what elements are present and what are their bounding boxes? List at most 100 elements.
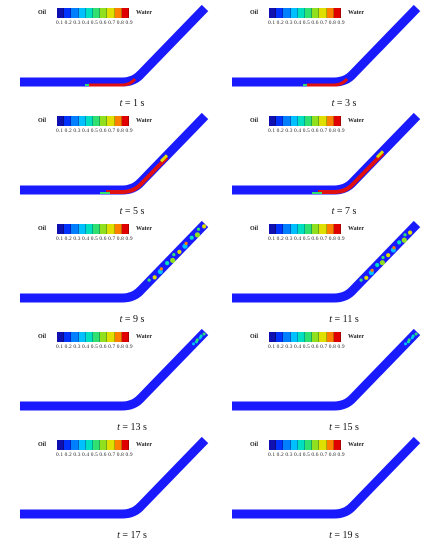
mixing-blob xyxy=(195,338,199,342)
colorbar-swatch xyxy=(269,8,277,18)
legend-water-label: Water xyxy=(136,118,152,124)
legend-oil-label: Oil xyxy=(250,442,259,448)
pipe-body xyxy=(20,5,209,87)
panel-t15s: Oil Water 0.1 0.2 0.3 0.4 0.5 0.6 0.7 0.8 … xyxy=(222,329,438,436)
colorbar-swatch xyxy=(326,8,334,18)
time-symbol: t xyxy=(117,530,120,541)
colorbar-swatch xyxy=(269,224,277,234)
legend-ticks: 0.1 0.2 0.3 0.4 0.5 0.6 0.7 0.8 0.9 xyxy=(56,452,133,458)
colorbar-swatch xyxy=(78,332,86,342)
panel-t1s: Oil Water 0.1 0.2 0.3 0.4 0.5 0.6 0.7 0.8 … xyxy=(10,5,226,112)
colorbar-swatch xyxy=(114,332,122,342)
colorbar-swatch xyxy=(297,116,306,126)
colorbar-swatch xyxy=(297,224,306,234)
colorbar-swatch xyxy=(290,8,298,18)
colorbar-swatch xyxy=(121,8,130,18)
colorbar-swatch xyxy=(290,440,298,450)
colorbar-swatch xyxy=(121,332,130,342)
colorbar-swatch xyxy=(276,440,284,450)
mixing-blob xyxy=(359,278,363,282)
colorbar-swatch xyxy=(57,332,65,342)
legend-colorbar xyxy=(57,224,130,234)
mixing-blob xyxy=(194,232,200,238)
colorbar-swatch xyxy=(312,8,320,18)
pipe-body xyxy=(232,113,421,195)
interface-band xyxy=(375,150,385,159)
legend-colorbar xyxy=(57,332,130,342)
pipe-contour-plot xyxy=(20,221,209,303)
colorbar-swatch xyxy=(93,8,101,18)
colorbar-swatch xyxy=(305,224,313,234)
colorbar-swatch xyxy=(305,440,313,450)
time-value: = 13 s xyxy=(119,422,147,433)
colorbar-swatch xyxy=(269,332,277,342)
legend-ticks: 0.1 0.2 0.3 0.4 0.5 0.6 0.7 0.8 0.9 xyxy=(268,236,345,242)
legend-oil-label: Oil xyxy=(38,226,47,232)
time-value: = 15 s xyxy=(331,422,359,433)
pipe-body xyxy=(20,437,209,519)
colorbar-swatch xyxy=(64,8,72,18)
time-value: = 17 s xyxy=(119,530,147,541)
colorbar-swatch xyxy=(276,8,284,18)
legend-water-label: Water xyxy=(348,10,364,16)
mixing-blob xyxy=(407,338,411,342)
mixing-blob xyxy=(404,342,407,346)
mixing-blob xyxy=(392,246,396,250)
mixing-blob xyxy=(375,262,380,268)
colorbar-swatch xyxy=(107,440,115,450)
mixing-blob xyxy=(172,253,176,257)
legend-oil-label: Oil xyxy=(250,118,259,124)
colorbar-swatch xyxy=(78,8,86,18)
colorbar-swatch xyxy=(64,440,72,450)
colorbar-swatch xyxy=(114,440,122,450)
legend-water-label: Water xyxy=(348,226,364,232)
colorbar-swatch xyxy=(57,224,65,234)
colorbar-swatch xyxy=(100,116,108,126)
colorbar-swatch xyxy=(114,224,122,234)
colorbar-swatch xyxy=(326,332,334,342)
colorbar-swatch xyxy=(269,440,277,450)
legend-ticks: 0.1 0.2 0.3 0.4 0.5 0.6 0.7 0.8 0.9 xyxy=(268,20,345,26)
pipe-body xyxy=(20,221,209,303)
pipe-contour-plot xyxy=(232,5,421,87)
colorbar-swatch xyxy=(107,8,115,18)
time-symbol: t xyxy=(329,422,332,433)
legend-oil-label: Oil xyxy=(38,334,47,340)
legend-colorbar xyxy=(269,8,342,18)
legend-ticks: 0.1 0.2 0.3 0.4 0.5 0.6 0.7 0.8 0.9 xyxy=(268,128,345,134)
colorbar-swatch xyxy=(107,116,115,126)
colorbar-swatch xyxy=(326,440,334,450)
time-caption: t = 5 s xyxy=(92,206,172,217)
mixing-blob xyxy=(159,267,163,271)
legend-colorbar xyxy=(57,116,130,126)
time-value: = 11 s xyxy=(332,314,359,325)
colorbar-swatch xyxy=(121,116,130,126)
colorbar-swatch xyxy=(107,224,115,234)
time-value: = 1 s xyxy=(122,98,145,109)
colorbar-swatch xyxy=(107,332,115,342)
panel-t19s: Oil Water 0.1 0.2 0.3 0.4 0.5 0.6 0.7 0.8 … xyxy=(222,437,438,544)
colorbar-swatch xyxy=(85,440,94,450)
legend-ticks: 0.1 0.2 0.3 0.4 0.5 0.6 0.7 0.8 0.9 xyxy=(56,128,133,134)
legend-oil-label: Oil xyxy=(250,226,259,232)
time-caption: t = 19 s xyxy=(304,530,384,541)
interface-band xyxy=(159,154,169,163)
colorbar-swatch xyxy=(114,8,122,18)
legend-oil-label: Oil xyxy=(250,334,259,340)
colorbar-swatch xyxy=(305,332,313,342)
colorbar-swatch xyxy=(85,332,94,342)
mixing-blob xyxy=(165,261,170,266)
mixing-blob xyxy=(379,260,385,266)
colorbar-swatch xyxy=(283,440,291,450)
colorbar-swatch xyxy=(312,332,320,342)
legend-colorbar xyxy=(57,440,130,450)
legend-ticks: 0.1 0.2 0.3 0.4 0.5 0.6 0.7 0.8 0.9 xyxy=(56,344,133,350)
mixing-blob xyxy=(414,332,418,336)
legend-water-label: Water xyxy=(136,226,152,232)
colorbar-swatch xyxy=(319,116,327,126)
mixing-blob xyxy=(189,235,194,240)
colorbar-swatch xyxy=(312,116,320,126)
legend-water-label: Water xyxy=(136,10,152,16)
pipe-contour-plot xyxy=(20,5,209,87)
